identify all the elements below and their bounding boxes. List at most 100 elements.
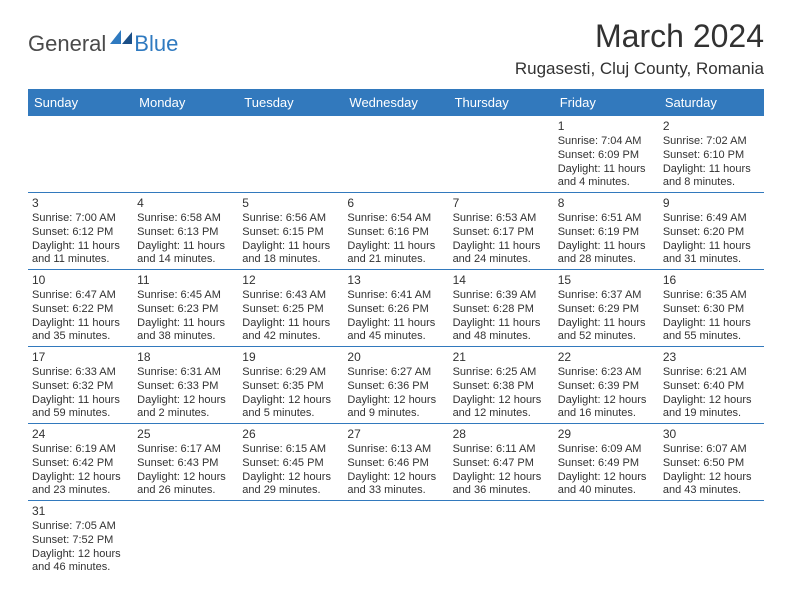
sunrise-text: Sunrise: 6:23 AM [558, 366, 655, 380]
daylight1-text: Daylight: 12 hours [453, 471, 550, 485]
sunrise-text: Sunrise: 6:35 AM [663, 289, 760, 303]
daylight2-text: and 43 minutes. [663, 484, 760, 498]
calendar-day-cell: 2Sunrise: 7:02 AMSunset: 6:10 PMDaylight… [659, 116, 764, 192]
day-number: 25 [137, 427, 234, 442]
sunset-text: Sunset: 6:16 PM [347, 226, 444, 240]
sunrise-text: Sunrise: 6:15 AM [242, 443, 339, 457]
sunset-text: Sunset: 6:23 PM [137, 303, 234, 317]
calendar-day-cell: 4Sunrise: 6:58 AMSunset: 6:13 PMDaylight… [133, 193, 238, 269]
daylight1-text: Daylight: 11 hours [347, 317, 444, 331]
sunrise-text: Sunrise: 6:39 AM [453, 289, 550, 303]
daylight2-text: and 19 minutes. [663, 407, 760, 421]
daylight2-text: and 12 minutes. [453, 407, 550, 421]
calendar-day-cell: 25Sunrise: 6:17 AMSunset: 6:43 PMDayligh… [133, 424, 238, 500]
daylight1-text: Daylight: 11 hours [242, 317, 339, 331]
calendar-empty-cell [343, 116, 448, 192]
daylight2-text: and 38 minutes. [137, 330, 234, 344]
sunset-text: Sunset: 6:36 PM [347, 380, 444, 394]
sunset-text: Sunset: 7:52 PM [32, 534, 129, 548]
calendar-day-cell: 24Sunrise: 6:19 AMSunset: 6:42 PMDayligh… [28, 424, 133, 500]
calendar-day-cell: 3Sunrise: 7:00 AMSunset: 6:12 PMDaylight… [28, 193, 133, 269]
sunset-text: Sunset: 6:19 PM [558, 226, 655, 240]
sunset-text: Sunset: 6:10 PM [663, 149, 760, 163]
page-header: General Blue March 2024 Rugasesti, Cluj … [28, 18, 764, 79]
daylight2-text: and 48 minutes. [453, 330, 550, 344]
sunrise-text: Sunrise: 6:33 AM [32, 366, 129, 380]
day-number: 13 [347, 273, 444, 288]
sunrise-text: Sunrise: 6:49 AM [663, 212, 760, 226]
weekday-header: Saturday [659, 89, 764, 116]
sunrise-text: Sunrise: 6:09 AM [558, 443, 655, 457]
daylight1-text: Daylight: 12 hours [453, 394, 550, 408]
calendar-empty-cell [238, 116, 343, 192]
calendar-day-cell: 1Sunrise: 7:04 AMSunset: 6:09 PMDaylight… [554, 116, 659, 192]
calendar-day-cell: 14Sunrise: 6:39 AMSunset: 6:28 PMDayligh… [449, 270, 554, 346]
weekday-header: Tuesday [238, 89, 343, 116]
day-number: 11 [137, 273, 234, 288]
calendar-week-row: 10Sunrise: 6:47 AMSunset: 6:22 PMDayligh… [28, 270, 764, 347]
calendar-empty-cell [343, 501, 448, 577]
calendar-header-row: SundayMondayTuesdayWednesdayThursdayFrid… [28, 89, 764, 116]
day-number: 15 [558, 273, 655, 288]
daylight1-text: Daylight: 11 hours [663, 317, 760, 331]
daylight2-text: and 45 minutes. [347, 330, 444, 344]
calendar-day-cell: 11Sunrise: 6:45 AMSunset: 6:23 PMDayligh… [133, 270, 238, 346]
calendar-day-cell: 12Sunrise: 6:43 AMSunset: 6:25 PMDayligh… [238, 270, 343, 346]
calendar-day-cell: 8Sunrise: 6:51 AMSunset: 6:19 PMDaylight… [554, 193, 659, 269]
sunrise-text: Sunrise: 6:51 AM [558, 212, 655, 226]
calendar-day-cell: 29Sunrise: 6:09 AMSunset: 6:49 PMDayligh… [554, 424, 659, 500]
sunrise-text: Sunrise: 7:02 AM [663, 135, 760, 149]
daylight2-text: and 52 minutes. [558, 330, 655, 344]
day-number: 18 [137, 350, 234, 365]
sunrise-text: Sunrise: 6:25 AM [453, 366, 550, 380]
day-number: 30 [663, 427, 760, 442]
daylight2-text: and 4 minutes. [558, 176, 655, 190]
daylight1-text: Daylight: 12 hours [32, 548, 129, 562]
logo: General Blue [28, 30, 178, 57]
sunrise-text: Sunrise: 6:47 AM [32, 289, 129, 303]
sunrise-text: Sunrise: 7:00 AM [32, 212, 129, 226]
title-block: March 2024 Rugasesti, Cluj County, Roman… [515, 18, 764, 79]
sunset-text: Sunset: 6:47 PM [453, 457, 550, 471]
daylight2-text: and 16 minutes. [558, 407, 655, 421]
day-number: 19 [242, 350, 339, 365]
daylight2-text: and 55 minutes. [663, 330, 760, 344]
day-number: 23 [663, 350, 760, 365]
calendar-week-row: 3Sunrise: 7:00 AMSunset: 6:12 PMDaylight… [28, 193, 764, 270]
sunset-text: Sunset: 6:28 PM [453, 303, 550, 317]
daylight1-text: Daylight: 12 hours [558, 471, 655, 485]
calendar-day-cell: 6Sunrise: 6:54 AMSunset: 6:16 PMDaylight… [343, 193, 448, 269]
daylight2-text: and 14 minutes. [137, 253, 234, 267]
sunset-text: Sunset: 6:42 PM [32, 457, 129, 471]
day-number: 9 [663, 196, 760, 211]
daylight1-text: Daylight: 11 hours [453, 240, 550, 254]
day-number: 27 [347, 427, 444, 442]
sunrise-text: Sunrise: 6:58 AM [137, 212, 234, 226]
calendar-day-cell: 28Sunrise: 6:11 AMSunset: 6:47 PMDayligh… [449, 424, 554, 500]
calendar-day-cell: 10Sunrise: 6:47 AMSunset: 6:22 PMDayligh… [28, 270, 133, 346]
sunrise-text: Sunrise: 6:27 AM [347, 366, 444, 380]
day-number: 14 [453, 273, 550, 288]
sunset-text: Sunset: 6:20 PM [663, 226, 760, 240]
location-label: Rugasesti, Cluj County, Romania [515, 59, 764, 79]
calendar-empty-cell [659, 501, 764, 577]
daylight2-text: and 29 minutes. [242, 484, 339, 498]
day-number: 2 [663, 119, 760, 134]
daylight1-text: Daylight: 12 hours [558, 394, 655, 408]
sunset-text: Sunset: 6:29 PM [558, 303, 655, 317]
calendar-empty-cell [554, 501, 659, 577]
daylight1-text: Daylight: 11 hours [558, 240, 655, 254]
calendar-day-cell: 18Sunrise: 6:31 AMSunset: 6:33 PMDayligh… [133, 347, 238, 423]
sunrise-text: Sunrise: 7:04 AM [558, 135, 655, 149]
calendar-empty-cell [133, 501, 238, 577]
day-number: 1 [558, 119, 655, 134]
daylight2-text: and 33 minutes. [347, 484, 444, 498]
daylight1-text: Daylight: 11 hours [663, 163, 760, 177]
sunset-text: Sunset: 6:22 PM [32, 303, 129, 317]
daylight1-text: Daylight: 11 hours [32, 240, 129, 254]
daylight2-text: and 28 minutes. [558, 253, 655, 267]
day-number: 16 [663, 273, 760, 288]
calendar-day-cell: 17Sunrise: 6:33 AMSunset: 6:32 PMDayligh… [28, 347, 133, 423]
daylight1-text: Daylight: 11 hours [137, 317, 234, 331]
sunset-text: Sunset: 6:15 PM [242, 226, 339, 240]
